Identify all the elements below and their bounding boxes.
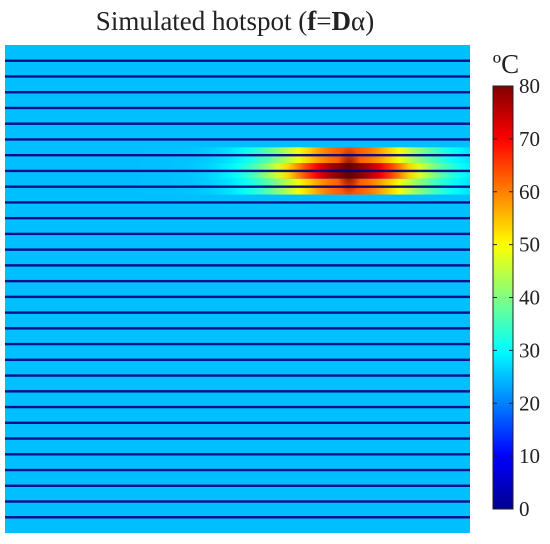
colorbar-tick-label: 70 [519, 127, 540, 151]
fiber-line [5, 153, 470, 157]
fiber-line [5, 59, 470, 62]
heatmap-plot-area [5, 45, 470, 533]
fiber-line [5, 216, 470, 220]
heatmap-background [5, 45, 470, 533]
fiber-line [5, 232, 470, 236]
fiber-line [5, 327, 470, 330]
fiber-line [5, 185, 470, 188]
colorbar-ticks: 80 70 60 50 40 30 20 10 0 [493, 74, 540, 521]
fiber-line [5, 358, 470, 362]
colorbar-unit-label: ºC [493, 49, 519, 79]
fiber-line [5, 421, 470, 425]
colorbar-tick-label: 60 [519, 180, 540, 204]
fiber-line [5, 374, 470, 377]
fiber-line [5, 106, 470, 110]
fiber-line [5, 453, 470, 456]
fiber-line [5, 138, 470, 141]
colorbar-tick-label: 10 [519, 444, 540, 468]
fiber-line [5, 390, 470, 393]
fiber-line [5, 516, 470, 519]
colorbar-tick-label: 30 [519, 338, 540, 362]
fiber-line [5, 437, 470, 440]
fiber-line [5, 122, 470, 125]
fiber-line [5, 91, 470, 94]
fiber-line [5, 279, 470, 283]
colorbar-tick-label: 50 [519, 233, 540, 257]
fiber-line [5, 295, 470, 299]
fiber-line [5, 264, 470, 267]
fiber-line [5, 75, 470, 78]
fiber-line [5, 468, 470, 472]
fiber-line [5, 500, 470, 503]
fiber-line [5, 484, 470, 487]
fiber-line [5, 311, 470, 314]
fiber-line [5, 342, 470, 346]
colorbar-tick-label: 0 [519, 497, 530, 521]
chart-title: Simulated hotspot (f=Dα) [96, 6, 374, 36]
colorbar-tick-label: 40 [519, 286, 540, 310]
fiber-line [5, 405, 470, 409]
fiber-line [5, 201, 470, 204]
colorbar-tick-label: 20 [519, 391, 540, 415]
fiber-line [5, 169, 470, 173]
colorbar-tick-label: 80 [519, 74, 540, 98]
fiber-line [5, 248, 470, 251]
